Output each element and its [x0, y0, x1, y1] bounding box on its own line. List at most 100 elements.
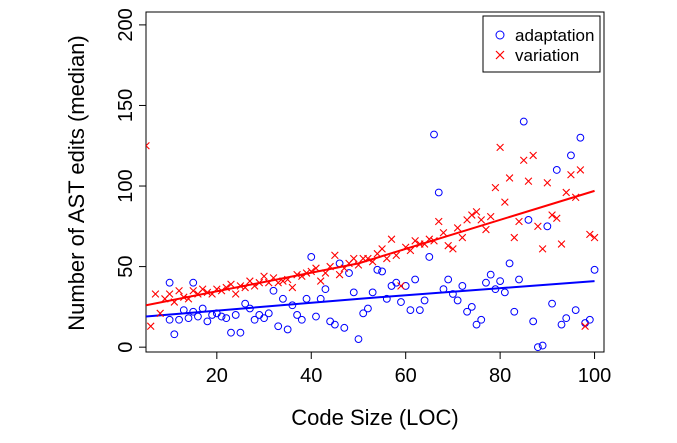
adaptation-point	[581, 319, 590, 327]
variation-point	[519, 156, 528, 165]
adaptation-point	[189, 278, 198, 287]
y-tick-label: 100	[115, 169, 137, 202]
variation-point	[387, 235, 396, 243]
adaptation-point	[175, 315, 183, 324]
variation-point	[146, 322, 155, 331]
adaptation-point	[538, 341, 547, 350]
adaptation-point	[415, 306, 424, 315]
variation-point	[515, 217, 523, 226]
variation-point	[562, 188, 571, 197]
adaptation-point	[165, 315, 174, 324]
variation-point	[151, 290, 160, 298]
variation-point	[439, 228, 448, 237]
adaptation-point	[590, 265, 599, 274]
series-variation	[146, 141, 599, 331]
legend-box	[482, 15, 601, 73]
adaptation-point	[340, 323, 349, 332]
variation-point	[543, 179, 552, 187]
variation-point	[444, 241, 452, 250]
adaptation-point	[345, 269, 353, 277]
adaptation-point	[208, 311, 217, 319]
variation-point	[472, 208, 481, 216]
adaptation-point	[576, 133, 585, 142]
adaptation-point	[312, 312, 320, 321]
variation-point	[557, 240, 566, 248]
variation-point	[316, 277, 325, 285]
x-tick-label: 100	[578, 365, 611, 387]
variation-point	[227, 280, 235, 289]
adaptation-point	[330, 320, 339, 329]
variation-point	[156, 309, 164, 318]
adaptation-point	[519, 117, 528, 126]
variation-point	[505, 174, 514, 182]
variation-point	[548, 211, 556, 219]
variation-point	[468, 211, 476, 219]
adaptation-point	[321, 285, 330, 294]
variation-point	[486, 212, 495, 221]
y-tick-label: 150	[115, 89, 137, 122]
adaptation-point	[184, 314, 193, 323]
variation-point	[260, 272, 268, 281]
adaptation-point	[255, 311, 264, 319]
variation-point	[378, 245, 386, 253]
variation-point	[231, 290, 240, 298]
adaptation-point	[279, 294, 287, 303]
adaptation-point	[236, 328, 245, 337]
adaptation-point	[194, 312, 202, 321]
variation-point	[496, 143, 504, 152]
adaptation-point	[411, 275, 420, 284]
adaptation-point	[449, 290, 457, 298]
y-tick-label: 200	[115, 8, 137, 41]
adaptation-point	[392, 278, 401, 287]
x-tick-label: 40	[300, 365, 322, 387]
variation-point	[524, 177, 533, 185]
adaptation-point	[165, 278, 174, 287]
adaptation-point	[203, 317, 212, 326]
x-axis-title: Code Size (LOC)	[291, 405, 459, 430]
adaptation-point	[453, 296, 462, 305]
adaptation-point	[170, 330, 179, 339]
adaptation-point	[382, 294, 391, 303]
plot-frame	[145, 11, 605, 353]
variation-point	[331, 251, 339, 260]
adaptation-point	[425, 253, 434, 261]
variation-point	[165, 290, 174, 298]
variation-point	[581, 322, 589, 331]
variation-point	[335, 270, 344, 279]
adaptation-point	[359, 309, 368, 318]
adaptation-point	[543, 222, 552, 231]
adaptation-point	[227, 328, 235, 337]
plot-area	[146, 117, 599, 352]
variation-point	[576, 166, 585, 174]
variation-point	[586, 230, 594, 239]
variation-point	[590, 233, 599, 242]
variation-trend-line	[146, 189, 595, 307]
adaptation-trend-line	[146, 280, 595, 318]
adaptation-point	[444, 275, 453, 284]
adaptation-point	[269, 286, 278, 295]
adaptation-point	[463, 307, 471, 316]
y-tick-label: 50	[115, 255, 137, 277]
y-tick-label: 0	[115, 342, 137, 353]
adaptation-point	[326, 317, 335, 326]
adaptation-point	[260, 314, 268, 323]
legend-variation-label: variation	[515, 46, 579, 65]
variation-point	[349, 254, 358, 263]
adaptation-point	[458, 282, 467, 290]
adaptation-point	[557, 320, 566, 329]
adaptation-point	[585, 315, 594, 324]
adaptation-point	[420, 296, 429, 305]
adaptation-point	[397, 298, 405, 306]
x-tick-label: 60	[395, 365, 417, 387]
adaptation-point	[467, 302, 476, 311]
variation-point	[146, 141, 150, 150]
variation-point	[538, 245, 547, 253]
adaptation-point	[222, 314, 231, 323]
variation-point	[397, 282, 405, 290]
x-axis: 20 40 60 80 100	[206, 352, 611, 387]
adaptation-point	[378, 267, 386, 276]
adaptation-point	[293, 311, 301, 319]
adaptation-point	[562, 314, 571, 323]
adaptation-point	[552, 166, 561, 174]
